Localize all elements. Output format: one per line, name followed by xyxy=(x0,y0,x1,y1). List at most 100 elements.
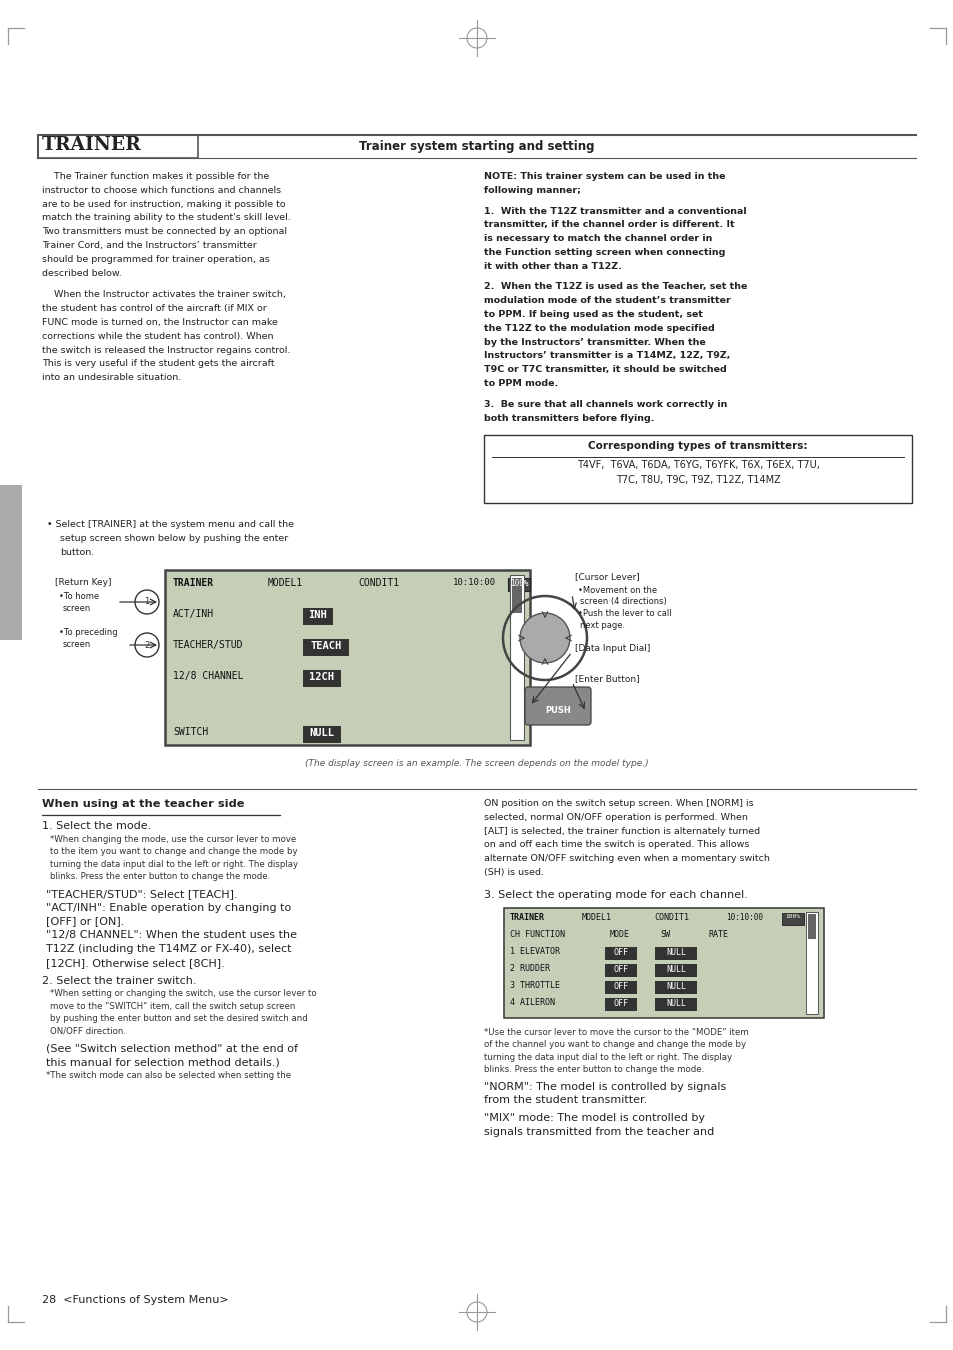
Text: 1 ELEVATOR: 1 ELEVATOR xyxy=(510,946,559,956)
Text: •Push the lever to call: •Push the lever to call xyxy=(578,609,671,618)
Text: ON position on the switch setup screen. When [NORM] is: ON position on the switch setup screen. … xyxy=(483,799,753,809)
Text: Corresponding types of transmitters:: Corresponding types of transmitters: xyxy=(588,441,807,451)
Text: [Cursor Lever]: [Cursor Lever] xyxy=(575,572,639,580)
Text: modulation mode of the student’s transmitter: modulation mode of the student’s transmi… xyxy=(483,296,730,305)
Text: screen: screen xyxy=(63,603,91,613)
Text: TRAINER: TRAINER xyxy=(172,578,213,589)
Bar xyxy=(483,435,911,504)
Text: move to the "SWITCH" item, call the switch setup screen: move to the "SWITCH" item, call the swit… xyxy=(50,1002,295,1011)
Text: NULL: NULL xyxy=(665,981,685,991)
Text: [12CH]. Otherwise select [8CH].: [12CH]. Otherwise select [8CH]. xyxy=(46,957,225,968)
Text: both transmitters before flying.: both transmitters before flying. xyxy=(483,413,654,423)
Bar xyxy=(655,964,697,976)
Text: MODEL1: MODEL1 xyxy=(581,913,612,922)
Text: the switch is released the Instructor regains control.: the switch is released the Instructor re… xyxy=(42,346,290,355)
Text: 10:10:00: 10:10:00 xyxy=(725,913,762,922)
Text: NULL: NULL xyxy=(665,999,685,1007)
Text: Trainer Cord, and the Instructors’ transmitter: Trainer Cord, and the Instructors’ trans… xyxy=(42,242,256,250)
Text: CONDIT1: CONDIT1 xyxy=(357,578,398,589)
Text: 28  <Functions of System Menu>: 28 <Functions of System Menu> xyxy=(42,1295,229,1305)
Text: selected, normal ON/OFF operation is performed. When: selected, normal ON/OFF operation is per… xyxy=(483,813,747,822)
Text: NULL: NULL xyxy=(665,948,685,957)
Bar xyxy=(604,998,637,1011)
Text: •To home: •To home xyxy=(59,593,99,601)
Text: [Return Key]: [Return Key] xyxy=(55,578,112,587)
Text: blinks. Press the enter button to change the mode.: blinks. Press the enter button to change… xyxy=(483,1065,703,1075)
Text: OFF: OFF xyxy=(613,948,628,957)
Text: 1. Select the mode.: 1. Select the mode. xyxy=(42,821,152,832)
Text: 2: 2 xyxy=(144,640,150,649)
Text: ON/OFF direction.: ON/OFF direction. xyxy=(50,1027,126,1035)
Text: the Function setting screen when connecting: the Function setting screen when connect… xyxy=(483,248,724,256)
Text: SWITCH: SWITCH xyxy=(172,726,208,737)
Text: T7C, T8U, T9C, T9Z, T12Z, T14MZ: T7C, T8U, T9C, T9Z, T12Z, T14MZ xyxy=(615,475,780,485)
Text: *When changing the mode, use the cursor lever to move: *When changing the mode, use the cursor … xyxy=(50,834,296,844)
Text: CH FUNCTION: CH FUNCTION xyxy=(510,930,564,938)
Bar xyxy=(303,726,340,743)
Text: (SH) is used.: (SH) is used. xyxy=(483,868,543,878)
Text: of the channel you want to change and change the mode by: of the channel you want to change and ch… xyxy=(483,1040,745,1049)
Text: turning the data input dial to the left or right. The display: turning the data input dial to the left … xyxy=(483,1053,731,1061)
Text: "12/8 CHANNEL": When the student uses the: "12/8 CHANNEL": When the student uses th… xyxy=(46,930,296,940)
Text: screen: screen xyxy=(63,640,91,649)
Text: *The switch mode can also be selected when setting the: *The switch mode can also be selected wh… xyxy=(46,1071,291,1080)
Bar xyxy=(604,946,637,960)
Text: 3. Select the operating mode for each channel.: 3. Select the operating mode for each ch… xyxy=(483,890,747,900)
Text: by pushing the enter button and set the desired switch and: by pushing the enter button and set the … xyxy=(50,1014,308,1023)
Text: [Data Input Dial]: [Data Input Dial] xyxy=(575,644,650,653)
Text: into an undesirable situation.: into an undesirable situation. xyxy=(42,373,181,382)
Text: When the Instructor activates the trainer switch,: When the Instructor activates the traine… xyxy=(42,290,286,300)
Bar xyxy=(303,670,340,687)
Text: to PPM mode.: to PPM mode. xyxy=(483,379,558,387)
Text: 4 AILERON: 4 AILERON xyxy=(510,998,555,1007)
Text: NOTE: This trainer system can be used in the: NOTE: This trainer system can be used in… xyxy=(483,171,724,181)
Text: corrections while the student has control). When: corrections while the student has contro… xyxy=(42,332,274,340)
Text: MODE: MODE xyxy=(609,930,629,938)
Text: •To preceding: •To preceding xyxy=(59,628,117,637)
Text: OFF: OFF xyxy=(613,965,628,973)
Text: 2. Select the trainer switch.: 2. Select the trainer switch. xyxy=(42,976,196,986)
Text: TEACHER/STUD: TEACHER/STUD xyxy=(172,640,243,649)
Text: blinks. Press the enter button to change the mode.: blinks. Press the enter button to change… xyxy=(50,872,270,882)
Text: [Enter Button]: [Enter Button] xyxy=(575,674,639,683)
Text: "ACT/INH": Enable operation by changing to: "ACT/INH": Enable operation by changing … xyxy=(46,903,291,913)
Text: T12Z (including the T14MZ or FX-40), select: T12Z (including the T14MZ or FX-40), sel… xyxy=(46,944,292,954)
Bar xyxy=(805,911,817,1014)
Bar xyxy=(503,907,823,1018)
Text: TRAINER: TRAINER xyxy=(510,913,544,922)
Bar xyxy=(507,578,530,591)
Bar xyxy=(655,980,697,994)
Text: PUSH: PUSH xyxy=(544,706,570,716)
Text: ACT/INH: ACT/INH xyxy=(172,609,213,620)
Text: OFF: OFF xyxy=(613,981,628,991)
Text: NULL: NULL xyxy=(665,965,685,973)
Text: to the item you want to change and change the mode by: to the item you want to change and chang… xyxy=(50,848,297,856)
Text: OFF: OFF xyxy=(613,999,628,1007)
Bar xyxy=(512,578,521,613)
Text: FUNC mode is turned on, the Instructor can make: FUNC mode is turned on, the Instructor c… xyxy=(42,319,277,327)
Text: 3 THROTTLE: 3 THROTTLE xyxy=(510,980,559,990)
Text: MODEL1: MODEL1 xyxy=(268,578,303,589)
Text: are to be used for instruction, making it possible to: are to be used for instruction, making i… xyxy=(42,200,285,209)
Text: 1: 1 xyxy=(144,598,150,606)
Text: Two transmitters must be connected by an optional: Two transmitters must be connected by an… xyxy=(42,227,287,236)
Text: 3.  Be sure that all channels work correctly in: 3. Be sure that all channels work correc… xyxy=(483,400,726,409)
Text: transmitter, if the channel order is different. It: transmitter, if the channel order is dif… xyxy=(483,220,734,230)
Text: T9C or T7C transmitter, it should be switched: T9C or T7C transmitter, it should be swi… xyxy=(483,366,726,374)
Text: following manner;: following manner; xyxy=(483,186,580,194)
Text: TEACH: TEACH xyxy=(310,641,341,651)
Text: "NORM": The model is controlled by signals: "NORM": The model is controlled by signa… xyxy=(483,1081,725,1092)
Text: The Trainer function makes it possible for the: The Trainer function makes it possible f… xyxy=(42,171,269,181)
Text: it with other than a T12Z.: it with other than a T12Z. xyxy=(483,262,621,271)
Text: 2.  When the T12Z is used as the Teacher, set the: 2. When the T12Z is used as the Teacher,… xyxy=(483,282,746,292)
Bar xyxy=(604,964,637,976)
Text: INH: INH xyxy=(309,610,327,620)
Text: alternate ON/OFF switching even when a momentary switch: alternate ON/OFF switching even when a m… xyxy=(483,855,769,863)
Bar xyxy=(38,135,198,158)
Text: •Movement on the: •Movement on the xyxy=(578,586,657,595)
Text: instructor to choose which functions and channels: instructor to choose which functions and… xyxy=(42,186,281,194)
Text: the student has control of the aircraft (if MIX or: the student has control of the aircraft … xyxy=(42,304,267,313)
Text: 100%: 100% xyxy=(509,579,528,589)
Text: "MIX" mode: The model is controlled by: "MIX" mode: The model is controlled by xyxy=(483,1114,704,1123)
FancyBboxPatch shape xyxy=(524,687,590,725)
